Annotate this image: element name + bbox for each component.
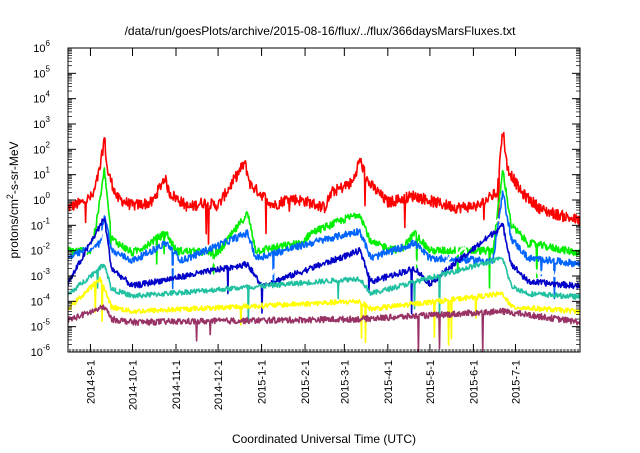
series-line-6 <box>68 256 580 325</box>
y-axis-label-sup: 2 <box>5 194 15 199</box>
series-line-3 <box>68 190 580 300</box>
y-tick-label: 106 <box>33 39 50 55</box>
x-tick-label: 2015-6-1 <box>468 360 480 404</box>
x-tick-label: 2015-4-1 <box>383 360 395 404</box>
series-line-8 <box>68 304 580 352</box>
y-tick-label: 101 <box>33 166 50 182</box>
y-tick-label: 105 <box>33 64 50 80</box>
y-tick-label: 100 <box>33 191 50 207</box>
x-tick-label: 2015-5-1 <box>425 360 437 404</box>
y-tick-label: 10-4 <box>31 292 51 308</box>
y-tick-label: 102 <box>33 140 50 156</box>
y-tick-label: 104 <box>33 90 50 106</box>
x-axis-label: Coordinated Universal Time (UTC) <box>232 432 416 446</box>
x-tick-label: 2015-2-1 <box>300 360 312 404</box>
x-tick-label: 2014-9-1 <box>85 360 97 404</box>
y-tick-label: 10-6 <box>31 343 51 359</box>
x-tick-label: 2015-7-1 <box>510 360 522 404</box>
y-tick-label: 10-2 <box>31 242 51 258</box>
chart-title: /data/run/goesPlots/archive/2015-08-16/f… <box>125 24 517 38</box>
series-line-2 <box>68 167 580 289</box>
x-tick-label: 2014-10-1 <box>128 360 140 410</box>
series-line-7 <box>68 276 580 346</box>
y-tick-label: 10-5 <box>31 318 51 334</box>
y-axis-label-rest: -s-sr-MeV <box>7 141 21 194</box>
x-tick-label: 2014-11-1 <box>171 360 183 409</box>
series-layer <box>68 131 580 352</box>
series-line-5 <box>68 217 580 315</box>
x-tick-label: 2015-1-1 <box>257 360 269 404</box>
x-tick-label: 2015-3-1 <box>339 360 351 404</box>
y-tick-label: 103 <box>33 115 50 131</box>
axis-layer: 10-6 10-5 10-4 10-3 10-2 10-1 100 101 102 103 104 1… <box>31 39 580 410</box>
y-axis-label: protons/cm2-s-sr-MeV <box>5 141 21 258</box>
y-tick-label: 10-1 <box>31 216 51 232</box>
series-line-1 <box>68 131 580 245</box>
y-tick-label: 10-3 <box>31 267 51 283</box>
x-tick-label: 2014-12-1 <box>213 360 225 410</box>
y-axis-label-main: protons/cm <box>7 199 21 258</box>
